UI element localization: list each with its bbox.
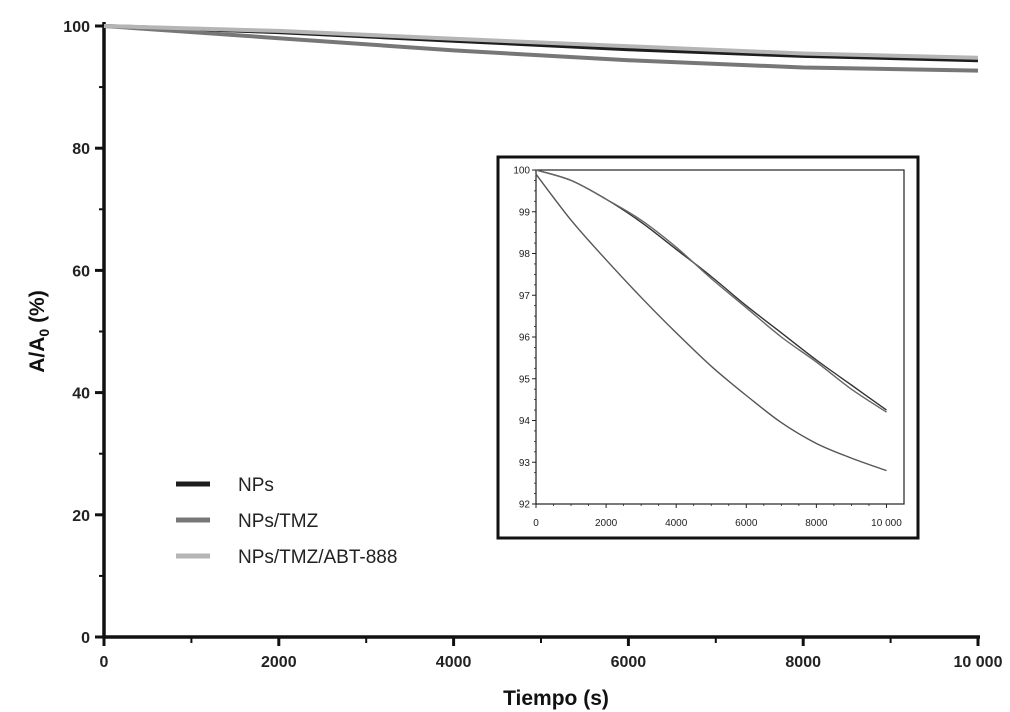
main-chart: 0 20 40 60 80 100 0 2000 4000 6000 8000 10 000 Tiemp…	[26, 19, 1003, 710]
inset-frame	[496, 155, 920, 540]
inset-x-tick-label: 4000	[665, 518, 688, 529]
x-axis-title: Tiempo (s)	[503, 687, 609, 710]
y-axis-title-suffix: (%)	[26, 290, 49, 329]
y-axis-title-main: A/A	[26, 337, 49, 373]
inset-x-tick-label: 8000	[805, 518, 828, 529]
x-tick-label: 10 000	[954, 654, 1003, 671]
inset-y-tick-label: 99	[519, 207, 531, 218]
y-tick-label: 0	[81, 630, 90, 647]
inset-x-tick-label: 10 000	[871, 518, 902, 529]
inset-y-tick-label: 97	[519, 291, 531, 302]
x-tick-label: 6000	[611, 654, 647, 671]
x-tick-label: 4000	[436, 654, 472, 671]
legend-label: NPs/TMZ	[238, 511, 319, 532]
inset-y-tick-label: 96	[519, 333, 531, 344]
legend-label: NPs/TMZ/ABT-888	[238, 547, 397, 568]
x-tick-label: 0	[100, 654, 109, 671]
y-tick-label: 80	[72, 141, 90, 158]
inset-chart: 92 93 94 95 96 97 98 99 100 0 2000 4000 6000 8000 10 0…	[496, 155, 920, 540]
inset-x-tick-label: 6000	[735, 518, 758, 529]
y-axis-title-subscript: 0	[36, 329, 52, 337]
legend-label: NPs	[238, 475, 274, 496]
inset-series-line-2	[535, 169, 887, 413]
y-axis-title: A/A0 (%)	[26, 290, 52, 372]
inset-y-tick-label: 93	[519, 458, 531, 469]
legend: NPs NPs/TMZ NPs/TMZ/ABT-888	[176, 475, 397, 568]
inset-x-tick-label: 2000	[595, 518, 618, 529]
inset-y-tick-label: 92	[519, 500, 531, 511]
x-tick-label: 2000	[261, 654, 297, 671]
inset-x-tick-label: 0	[533, 518, 539, 529]
y-tick-label: 60	[72, 263, 90, 280]
y-tick-label: 40	[72, 386, 90, 403]
inset-y-tick-label: 98	[519, 249, 531, 260]
inset-y-tick-label: 94	[519, 416, 531, 427]
series-line-nps-tmz	[103, 24, 979, 73]
y-tick-label: 100	[63, 19, 90, 36]
y-tick-label: 20	[72, 508, 90, 525]
inset-y-tick-label: 95	[519, 374, 531, 385]
series-line-nps-tmz-abt-888	[103, 24, 979, 60]
inset-series-line-3	[535, 173, 887, 472]
x-tick-label: 8000	[785, 654, 821, 671]
inset-y-tick-label: 100	[513, 166, 530, 177]
